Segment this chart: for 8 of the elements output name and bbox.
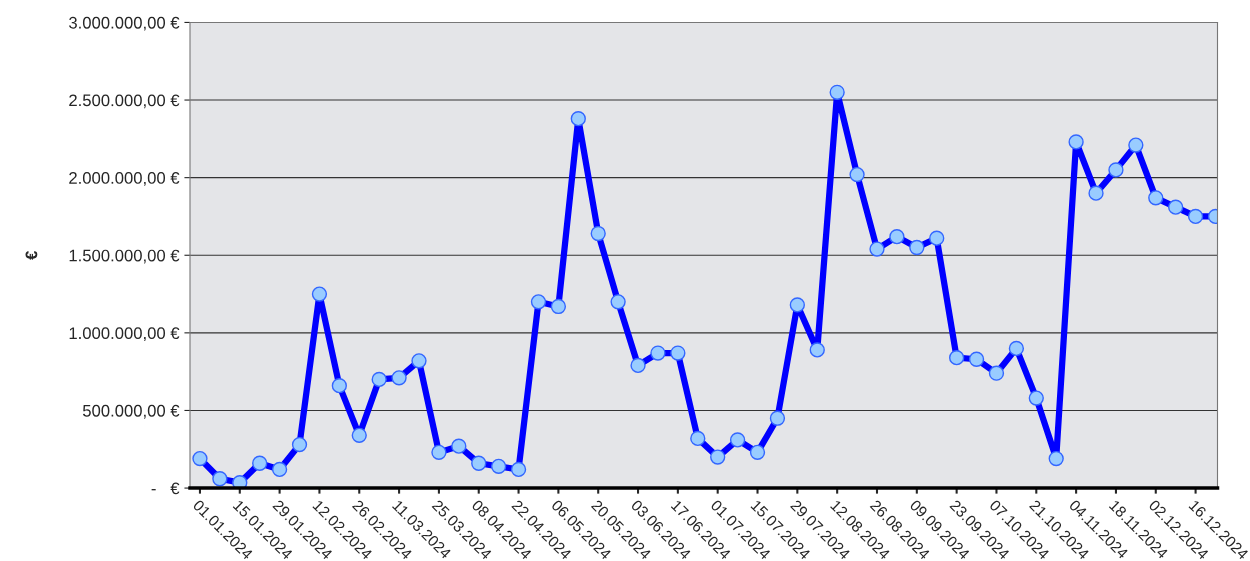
- y-axis-title: €: [25, 250, 38, 260]
- y-tick-label: 1.500.000,00 €: [69, 249, 180, 264]
- y-tick-label: 2.000.000,00 €: [69, 172, 180, 186]
- y-tick-label: 1.000.000,00 €: [69, 327, 180, 342]
- y-tick-label: 3.000.000,00 €: [69, 16, 180, 31]
- y-tick-label: - €: [151, 482, 180, 495]
- y-tick-label: 500.000,00 €: [82, 404, 180, 419]
- y-tick-label: 2.500.000,00 €: [69, 94, 180, 109]
